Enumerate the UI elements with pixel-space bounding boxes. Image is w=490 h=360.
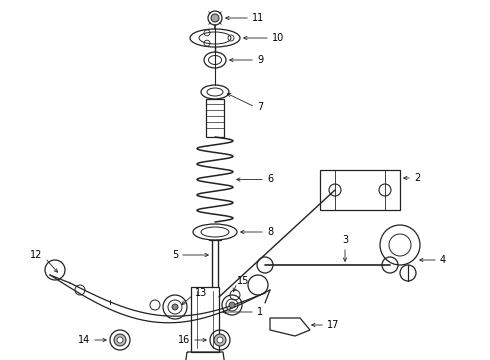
Text: 8: 8 (267, 227, 273, 237)
Text: 12: 12 (30, 250, 42, 260)
Bar (206, 99, 224, 137)
Circle shape (229, 302, 235, 308)
Text: 11: 11 (252, 13, 264, 23)
Text: 2: 2 (414, 173, 420, 183)
Circle shape (172, 304, 178, 310)
Text: 15: 15 (237, 276, 249, 286)
Text: 14: 14 (78, 335, 90, 345)
Text: 10: 10 (272, 33, 284, 43)
Circle shape (114, 334, 126, 346)
Text: 17: 17 (327, 320, 340, 330)
Text: 16: 16 (178, 335, 190, 345)
Bar (320, 170, 400, 210)
Text: 7: 7 (257, 102, 263, 112)
Circle shape (211, 14, 219, 22)
Text: 5: 5 (172, 250, 178, 260)
Text: 4: 4 (440, 255, 446, 265)
Text: 3: 3 (342, 235, 348, 245)
Text: 9: 9 (257, 55, 263, 65)
Text: 6: 6 (267, 175, 273, 184)
Circle shape (214, 334, 226, 346)
Text: 1: 1 (257, 307, 263, 317)
Circle shape (117, 337, 123, 343)
Text: 13: 13 (195, 288, 207, 298)
Circle shape (217, 337, 223, 343)
Bar (191, 287, 219, 352)
